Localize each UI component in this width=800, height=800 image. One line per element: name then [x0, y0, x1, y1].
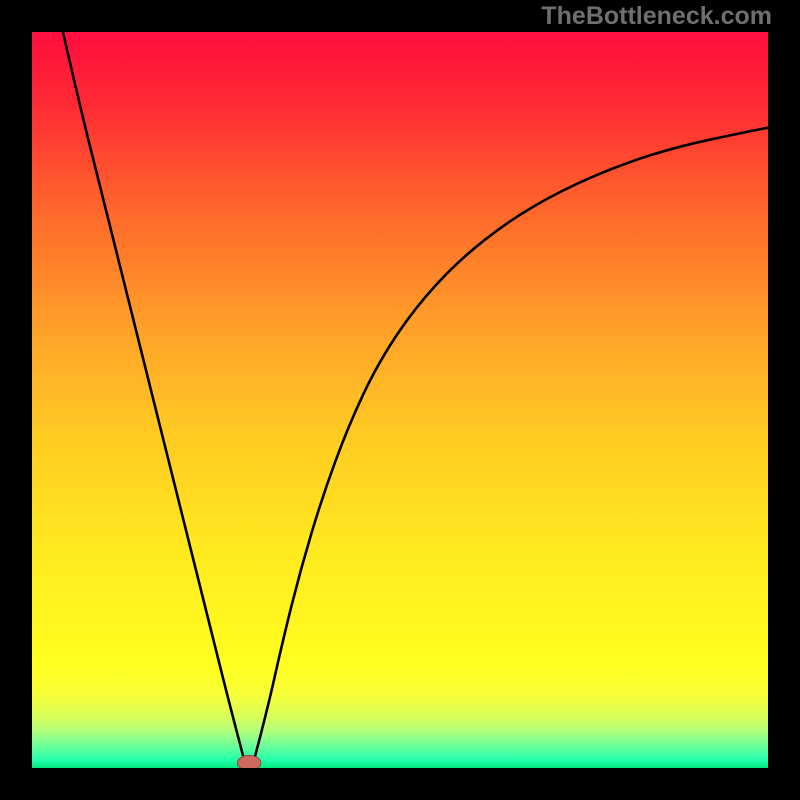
- bottleneck-curve-svg: [32, 32, 768, 768]
- bottleneck-curve-path: [63, 32, 768, 759]
- minimum-marker: [237, 755, 261, 768]
- chart-frame: TheBottleneck.com: [0, 0, 800, 800]
- plot-area: [32, 32, 768, 768]
- watermark-text: TheBottleneck.com: [541, 2, 772, 31]
